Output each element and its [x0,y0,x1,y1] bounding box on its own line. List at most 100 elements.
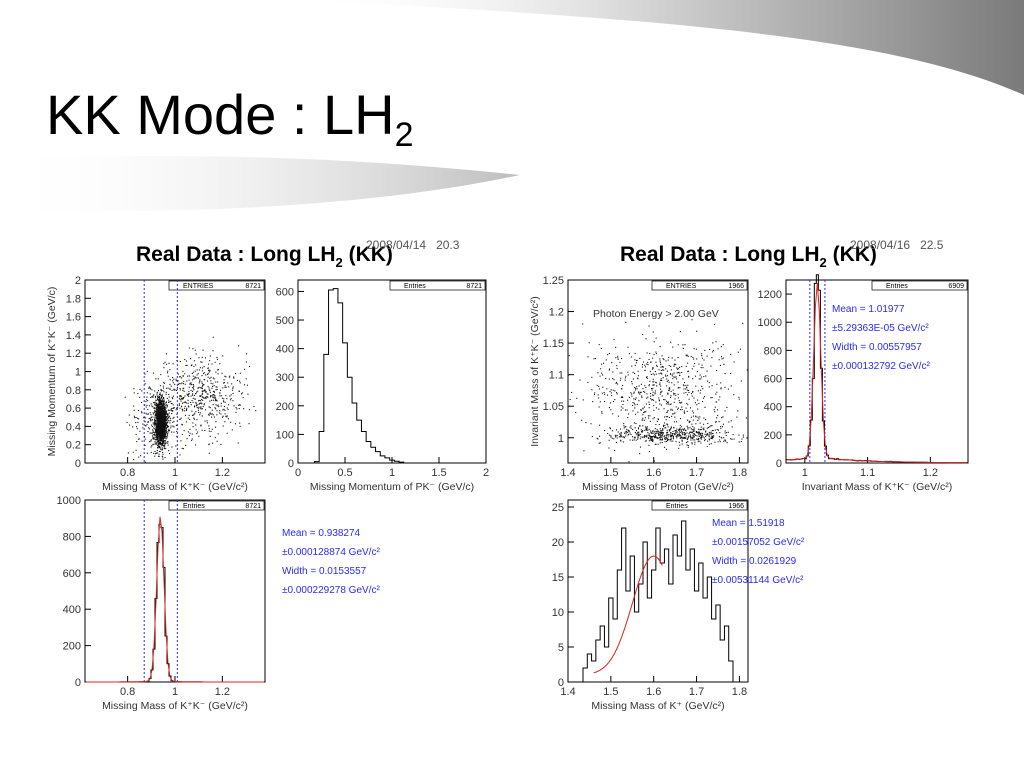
p3-point [665,435,667,437]
p1-point [215,421,217,423]
p1-point [159,402,161,404]
p1-point [186,408,188,411]
p3-point [688,398,690,400]
p3-point [610,409,612,411]
p1-point [209,355,211,357]
p1-point [160,395,162,397]
p3-point [666,378,668,380]
p1-point [171,389,173,391]
p1-point [218,412,220,414]
p3-point [622,441,624,443]
p1-point [162,409,164,411]
p1-point [180,395,182,397]
p1-point [154,411,156,413]
p3-point [692,435,694,437]
p1-point [188,434,190,437]
p1-point [156,435,158,437]
p1-point [157,422,159,425]
p1-point [148,418,150,420]
p1-point [148,386,150,388]
p3-point [623,432,625,434]
p3-point [652,378,654,380]
p1-point [158,412,160,414]
p3-point [661,379,663,382]
p1-point [167,387,169,389]
p1-point [156,452,159,454]
p1-point [211,409,213,411]
p3-point [679,444,681,446]
p3-point [652,387,654,390]
p3-point [628,430,630,432]
p3-point [698,418,700,420]
p3-point [720,388,722,390]
p1-point [245,361,247,363]
p1-point [217,369,219,371]
p1-point [205,398,207,400]
p1-point [196,432,198,435]
p1-point [170,385,172,387]
p3-point [672,433,674,435]
p1-point [163,420,165,422]
p3-point [711,429,713,432]
p1-point [167,372,169,374]
p3-point [699,433,701,435]
p3-point [661,355,663,357]
p1-point [204,409,207,411]
p3-point [634,372,636,375]
p1-point [191,433,193,435]
p3-point [730,372,732,375]
p3-point [695,385,697,387]
p1-point [161,434,163,436]
p3-point [724,439,726,441]
p1-point [161,420,163,422]
p2-frame [297,279,487,464]
p3-point [602,386,604,388]
p1-point [213,378,215,380]
p1-point [163,428,165,430]
p3-point [615,357,617,359]
p3-point [601,372,603,374]
p1-point [206,422,208,424]
p4-entries-value: 6909 [948,283,964,290]
p1-point [162,451,164,454]
p1-point [157,409,159,411]
p1-point [192,375,194,377]
p3-point [685,354,687,356]
p1-point [160,389,162,391]
p1-point [168,394,170,396]
p1-point [161,397,163,399]
p1-point [166,422,168,424]
p3-point [702,436,704,438]
p1-point [137,392,139,395]
p1-point [149,432,151,434]
p3-point [582,323,584,325]
p1-point [163,408,166,410]
p1-point [156,422,158,425]
p3-point [588,342,590,344]
p3-annotation: Photon Energy > 2.00 GeV [593,308,719,320]
p3-point [707,422,709,425]
p3-point [676,437,678,439]
p1-point [189,418,191,421]
p3-point [634,407,636,409]
p1-point [161,412,164,414]
p1-point [239,372,241,374]
p3-point [683,429,685,431]
p3-point [712,342,714,344]
p3-point [654,435,656,437]
p1-point [194,444,197,446]
p3-point [670,434,672,436]
p1-point [173,389,175,391]
p1-point [235,411,237,413]
p1-point [175,379,177,382]
p3-point [693,358,695,360]
p3-point [682,378,684,380]
p1-point [164,423,166,425]
p3-point [703,423,705,425]
p1-point [232,392,234,395]
p1-point [223,408,225,410]
p1-point [159,407,161,409]
p1-point [181,433,183,436]
p3-point [685,365,687,367]
p1-point [224,421,226,423]
